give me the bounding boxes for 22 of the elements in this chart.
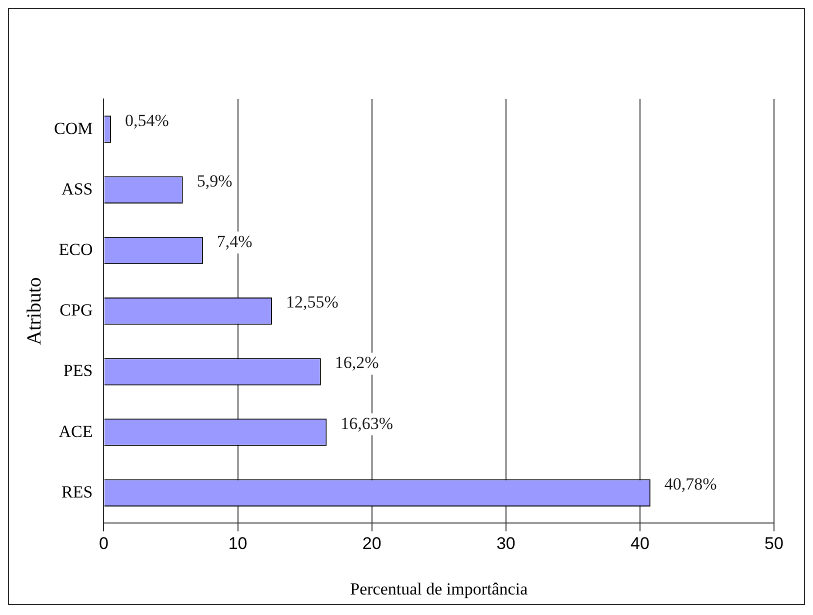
data-label: 16,2% (334, 353, 379, 372)
y-tick-label: RES (62, 482, 93, 502)
data-label: 12,55% (286, 292, 338, 312)
x-tick-label: 10 (228, 534, 248, 554)
y-tick-label: ASS (62, 179, 93, 198)
x-tick-label: 0 (98, 534, 108, 554)
y-tick-label: ECO (58, 240, 93, 259)
y-tick-label: ACE (58, 422, 93, 441)
x-tick-label: 20 (362, 534, 382, 554)
data-label: 40,78% (664, 474, 717, 494)
y-axis-title: Atributo (23, 277, 46, 345)
y-tick-label: PES (63, 361, 93, 380)
data-label: 16,63% (340, 414, 394, 433)
data-label: 7,4% (216, 232, 252, 251)
x-axis-title: Percentual de importância (350, 579, 528, 598)
x-tick-label: 50 (764, 534, 784, 554)
x-tick-label: 40 (630, 534, 650, 554)
y-tick-label: CPG (60, 300, 93, 320)
data-label: 0,54% (124, 110, 169, 130)
data-label: 5,9% (196, 171, 232, 190)
x-tick-label: 30 (496, 534, 516, 554)
y-tick-label: COM (54, 118, 93, 138)
